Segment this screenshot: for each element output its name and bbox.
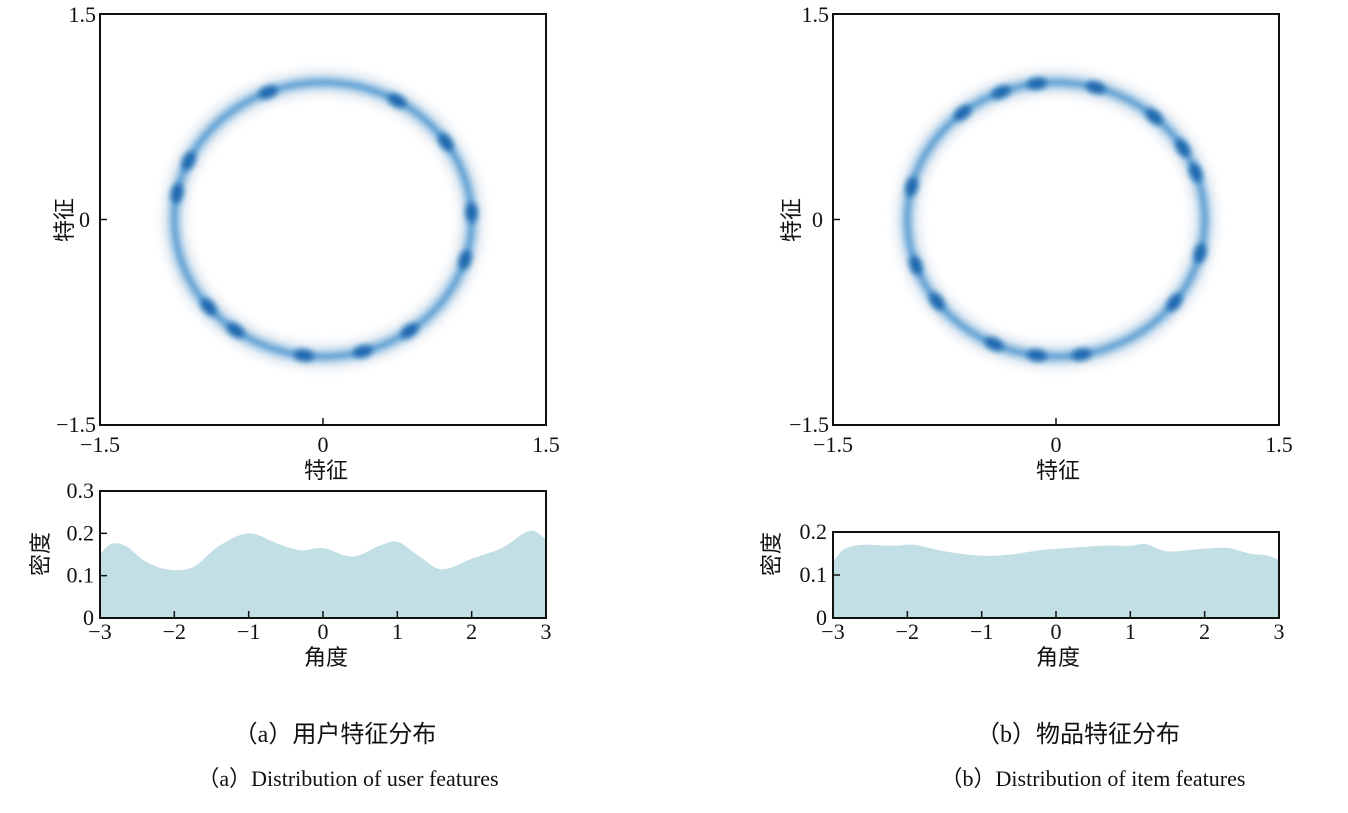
y-tick-label: 0: [816, 605, 827, 630]
density-area: [833, 543, 1279, 618]
ring-density-blob: [387, 93, 407, 108]
ring-density-blob: [438, 133, 454, 152]
density-area: [100, 530, 546, 618]
ring-b-ytick-bottom: −1.5: [789, 412, 829, 437]
ring-density-blob: [1085, 81, 1106, 94]
ring-density-blob: [991, 85, 1011, 99]
x-tick-label: −1: [970, 619, 993, 644]
y-tick-label: 0.2: [800, 519, 828, 544]
y-tick-label: 0.1: [67, 563, 95, 588]
x-tick-label: 1: [392, 619, 403, 644]
x-tick-label: −3: [88, 619, 111, 644]
panel-a: 1.5 0 −1.5 −1.5 0 1.5 特征 特征 −3 −2 −1 0 1 2 3 0 0…: [28, 2, 560, 791]
x-tick-label: 2: [466, 619, 477, 644]
ring-a-xtick-mid: 0: [318, 432, 329, 457]
x-tick-label: 2: [1199, 619, 1210, 644]
ring-density-blob: [258, 85, 278, 99]
ring-b-xtick-mid: 0: [1051, 432, 1062, 457]
ring-a-xtick-left: −1.5: [80, 432, 120, 457]
ring-core: [904, 79, 1208, 360]
y-tick-label: 0.2: [67, 520, 95, 545]
ring-plot-a-ticks: [99, 13, 547, 426]
ring-a-ytick-bottom: −1.5: [56, 412, 96, 437]
ring-a-ylabel: 特征: [52, 198, 77, 242]
caption-b-en: （b）Distribution of item features: [941, 766, 1246, 791]
y-tick-label: 0.1: [800, 562, 828, 587]
x-tick-label: −3: [821, 619, 844, 644]
ring-plot-b-marks: [895, 70, 1217, 369]
ring-density-blob: [293, 349, 314, 362]
ring-a-xlabel: 特征: [304, 458, 348, 483]
ring-density-blob: [1145, 108, 1163, 125]
ring-b-ylabel: 特征: [779, 198, 804, 242]
ring-plot-b-ticks: [832, 13, 1280, 426]
ring-a-ytick-top: 1.5: [69, 2, 97, 27]
ring-density-blob: [1193, 243, 1207, 264]
ring-plot-a: 1.5 0 −1.5 −1.5 0 1.5 特征 特征: [52, 2, 560, 483]
ring-density-blob: [200, 298, 217, 316]
x-tick-label: 1: [1125, 619, 1136, 644]
ring-density-blob: [226, 322, 245, 338]
ring-b-xtick-left: −1.5: [813, 432, 853, 457]
ring-density-blob: [458, 250, 472, 270]
density-plot-a-ticks: −3 −2 −1 0 1 2 3 0 0.1 0.2 0.3: [67, 478, 552, 644]
density-plot-b-marks: [833, 543, 1279, 618]
caption-a-zh: （a）用户特征分布: [234, 721, 437, 748]
x-tick-label: 0: [318, 619, 329, 644]
ring-density-blob: [352, 345, 373, 358]
y-tick-label: 0.3: [67, 478, 95, 503]
ring-density-blob: [929, 292, 945, 311]
ring-density-blob: [465, 202, 478, 223]
ring-plot-a-marks: [162, 70, 484, 369]
ring-density-blob: [984, 337, 1004, 351]
density-a-ylabel: 密度: [28, 532, 53, 576]
ring-plot-b: 1.5 0 −1.5 −1.5 0 1.5 特征 特征: [779, 2, 1293, 483]
density-plot-b-ticks: −3 −2 −1 0 1 2 3 0 0.1 0.2: [800, 519, 1285, 644]
density-plot-a: −3 −2 −1 0 1 2 3 0 0.1 0.2 0.3 角度 密度: [28, 478, 552, 670]
ring-density-blob: [400, 323, 419, 339]
ring-density-blob: [953, 105, 972, 121]
ring-a-ytick-mid: 0: [79, 207, 90, 232]
ring-density-blob: [1026, 77, 1047, 90]
x-tick-label: 3: [1274, 619, 1285, 644]
ring-density-blob: [905, 176, 918, 197]
ring-density-blob: [1166, 293, 1183, 312]
ring-density-blob: [1189, 162, 1203, 183]
caption-a-en: （a）Distribution of user features: [197, 766, 498, 791]
x-tick-label: −1: [237, 619, 260, 644]
density-b-xlabel: 角度: [1036, 645, 1080, 670]
x-tick-label: 0: [1051, 619, 1062, 644]
density-plot-a-marks: [100, 530, 546, 618]
density-a-xlabel: 角度: [304, 645, 348, 670]
panel-b: 1.5 0 −1.5 −1.5 0 1.5 特征 特征 −3 −2 −1 0 1 2 3 0 0…: [759, 2, 1293, 791]
y-tick-label: 0: [83, 605, 94, 630]
density-plot-b: −3 −2 −1 0 1 2 3 0 0.1 0.2 角度 密度: [759, 519, 1285, 670]
caption-b-zh: （b）物品特征分布: [976, 721, 1180, 748]
ring-b-ytick-mid: 0: [812, 207, 823, 232]
ring-density-blob: [1071, 348, 1092, 361]
ring-b-ytick-top: 1.5: [802, 2, 830, 27]
ring-density-blob: [909, 255, 923, 276]
x-tick-label: −2: [163, 619, 186, 644]
density-b-ylabel: 密度: [759, 532, 784, 576]
ring-b-xlabel: 特征: [1036, 458, 1080, 483]
x-tick-label: −2: [896, 619, 919, 644]
ring-b-xtick-right: 1.5: [1265, 432, 1293, 457]
ring-core: [171, 79, 475, 360]
ring-density-blob: [170, 183, 184, 204]
ring-density-blob: [1026, 349, 1047, 362]
ring-density-blob: [181, 151, 196, 171]
x-tick-label: 3: [541, 619, 552, 644]
ring-a-xtick-right: 1.5: [532, 432, 560, 457]
ring-density-blob: [1175, 138, 1191, 157]
